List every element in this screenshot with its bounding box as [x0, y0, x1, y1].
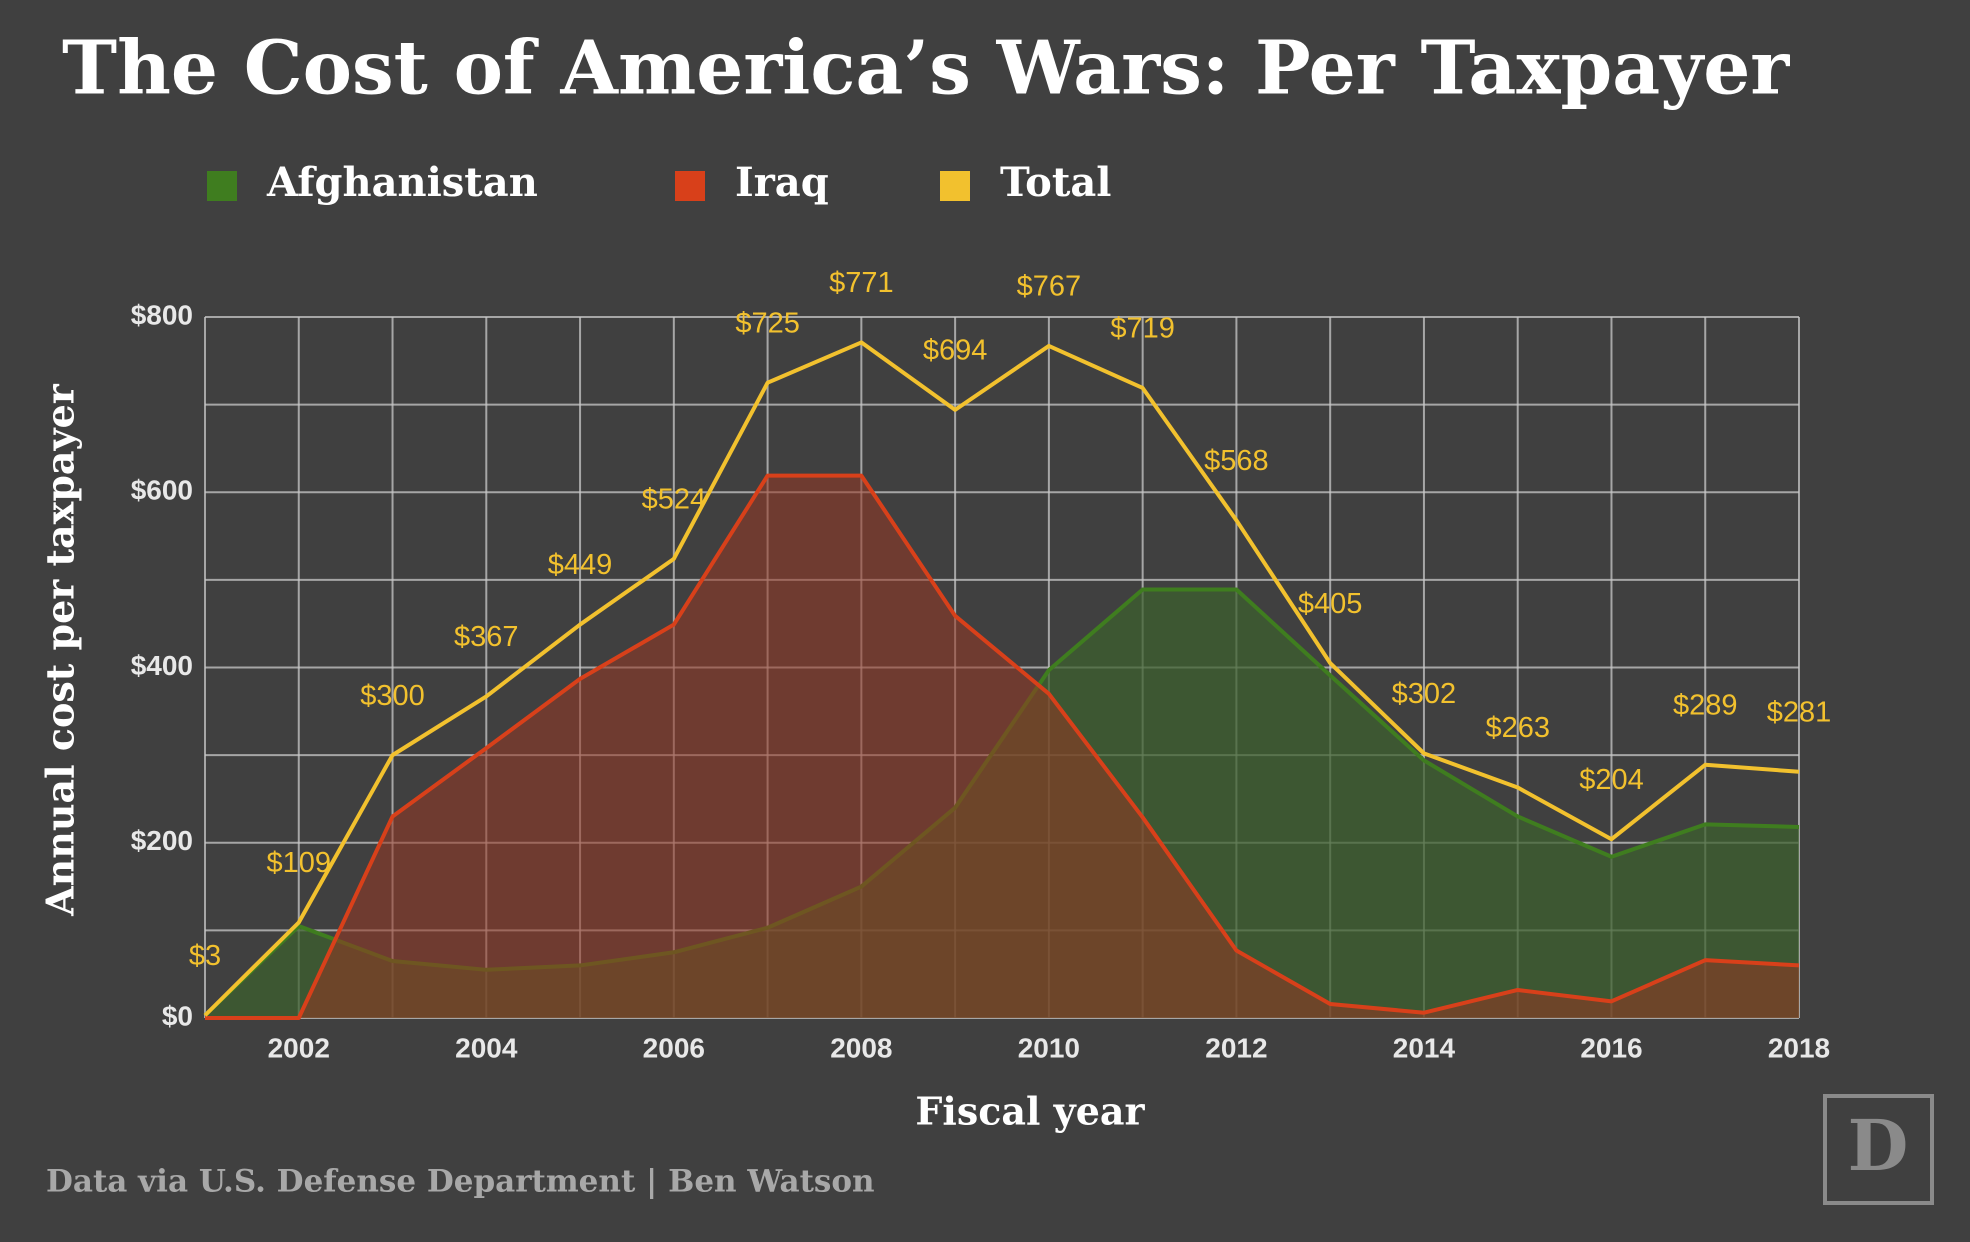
logo-box	[1823, 1094, 1934, 1205]
data-label: $568	[1204, 445, 1269, 477]
chart-title: The Cost of America’s Wars: Per Taxpayer	[62, 26, 1790, 112]
legend-label: Total	[1000, 159, 1111, 206]
logo: D	[1848, 1104, 1909, 1187]
x-tick-label: 2006	[643, 1032, 705, 1063]
x-axis-label: Fiscal year	[915, 1089, 1145, 1134]
x-tick-label: 2004	[455, 1032, 518, 1063]
legend-swatch	[675, 171, 705, 201]
x-tick-label: 2016	[1580, 1032, 1642, 1063]
data-label: $109	[267, 847, 332, 879]
data-label: $771	[829, 267, 894, 299]
x-tick-label: 2002	[268, 1032, 330, 1063]
x-tick-label: 2014	[1393, 1032, 1456, 1063]
line	[205, 473, 1800, 1020]
y-tick-label: $0	[162, 1000, 193, 1031]
data-label: $725	[735, 307, 800, 339]
legend-label: Iraq	[735, 159, 829, 206]
legend-label: Afghanistan	[266, 159, 538, 206]
data-label: $300	[360, 680, 425, 712]
y-tick-label: $800	[131, 299, 193, 330]
data-label: $694	[923, 335, 988, 367]
data-label: $204	[1579, 764, 1644, 796]
data-label: $449	[548, 549, 613, 581]
data-label: $719	[1110, 313, 1175, 345]
y-tick-label: $200	[131, 825, 193, 856]
area	[205, 475, 1799, 1018]
y-axis-label: Annual cost per taxpayer	[38, 383, 83, 917]
plot-area: $0 $200 $400 $600 $800 2002 2004 2006 2008 2010 20…	[131, 267, 1832, 1063]
line	[203, 340, 1800, 1017]
x-tick-label: 2010	[1018, 1032, 1080, 1063]
x-tick-label: 2008	[830, 1032, 892, 1063]
data-label: $405	[1298, 588, 1363, 620]
x-tick-label: 2012	[1205, 1032, 1267, 1063]
legend-swatch	[207, 171, 237, 201]
data-label: $767	[1017, 271, 1082, 303]
y-tick-label: $400	[131, 650, 193, 681]
data-label: $3	[189, 940, 221, 972]
data-label: $289	[1673, 689, 1738, 721]
legend-swatch	[940, 171, 970, 201]
data-label: $263	[1485, 712, 1550, 744]
data-label: $302	[1392, 678, 1457, 710]
data-label: $367	[454, 621, 519, 653]
data-label: $524	[642, 484, 707, 516]
source-note: Data via U.S. Defense Department | Ben W…	[46, 1164, 875, 1200]
data-label: $281	[1767, 696, 1832, 728]
y-tick-label: $600	[131, 475, 193, 506]
x-tick-label: 2018	[1768, 1032, 1830, 1063]
